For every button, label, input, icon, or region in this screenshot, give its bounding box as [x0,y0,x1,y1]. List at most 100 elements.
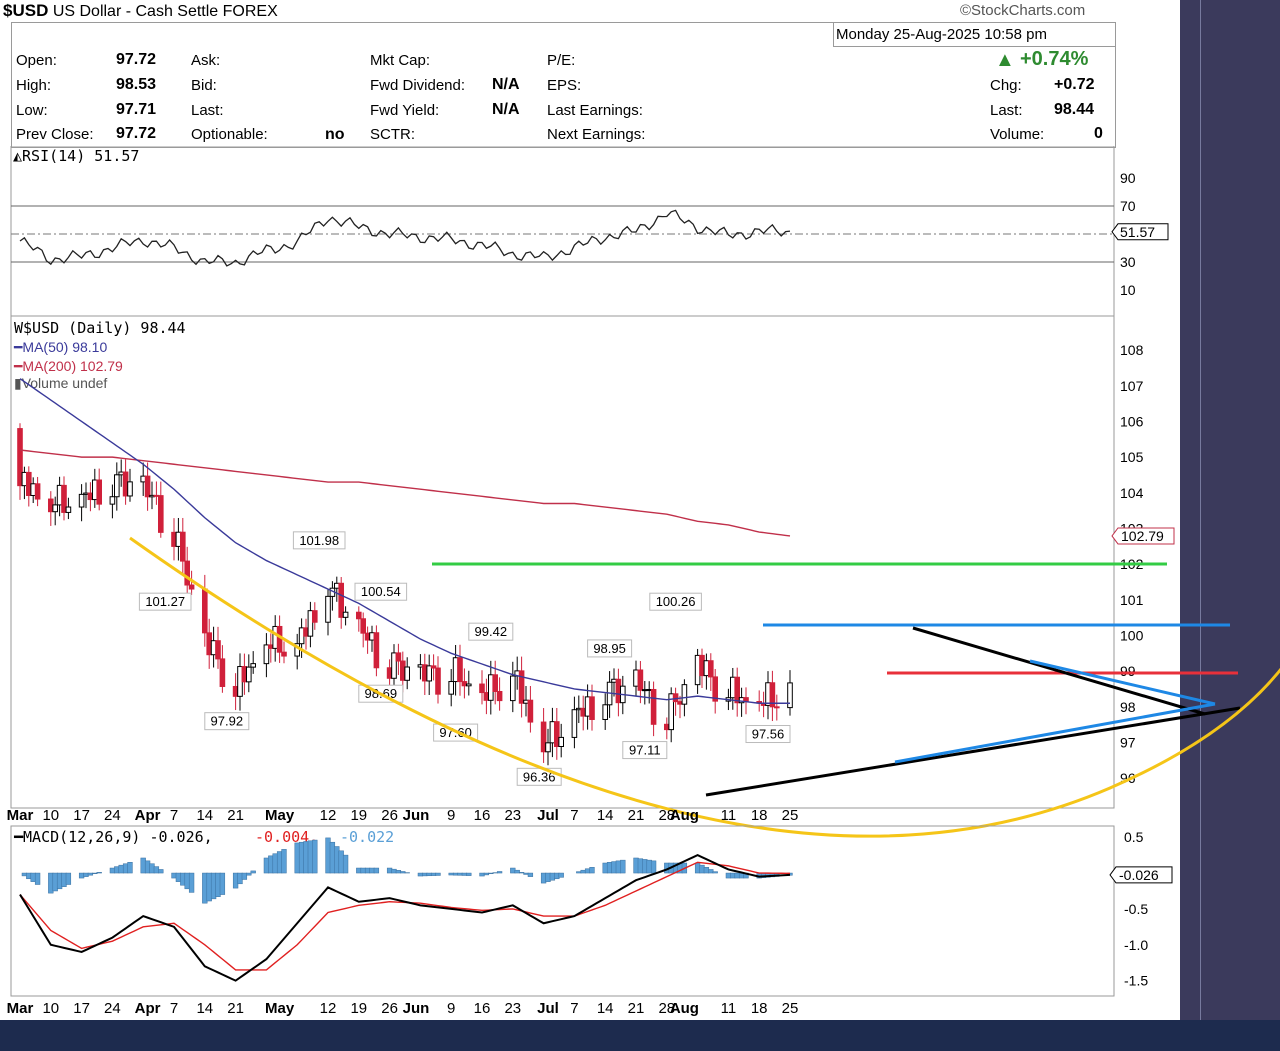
price-annotation-box [622,741,668,760]
x-axis-label: 7 [570,1000,578,1017]
candle-body [109,496,116,505]
macd-histogram-bar [637,858,644,874]
x-axis-label: Apr [135,807,161,824]
candle-body [325,595,331,623]
x-axis-label: 14 [196,807,213,824]
macd-histogram-bar [65,872,72,885]
macd-histogram-bar [580,869,586,874]
price-annotation-box [745,725,791,744]
ma200-line [19,449,791,537]
macd-histogram-bar [725,872,732,879]
triangle-lower-line [705,706,1241,797]
macd-histogram-bar [237,872,243,885]
candle-body [114,474,120,498]
macd-histogram-bar [122,863,129,874]
macd-panel: ━MACD(12,26,9) -0.026, -0.004, -0.022 0.5 -0… [7,825,1173,1017]
price-annotation-label: 101.98 [299,533,339,548]
volume-label: Volume: [990,126,1045,143]
macd-histogram-bar [96,872,102,874]
macd-histogram-bar [144,860,151,874]
triangle-blue-upper [1029,659,1216,706]
rounding-bottom-arc [129,536,1280,838]
macd-current-label: -0.026 [1119,867,1159,883]
candle-body [430,665,437,669]
macd-tick-label: 0.5 [1124,829,1144,845]
macd-tick-label: -1.0 [1124,937,1148,953]
macd-histogram-bar [268,855,274,874]
candle-body [65,506,72,513]
candle-body [708,660,714,678]
price-annotation-label: 97.56 [752,727,785,742]
macd-histogram-bar [694,862,701,874]
candle-body [342,611,349,618]
rsi-title: ◭RSI(14) 51.57 [13,147,139,165]
x-axis-label: 26 [381,1000,398,1017]
date-box [833,22,1115,47]
macd-histogram-bar [584,868,591,874]
macd-histogram-bar [338,850,344,874]
candle-body [589,696,595,720]
x-axis-label: Jun [403,1000,430,1017]
high-value: 98.53 [116,76,157,93]
high-label: High: [16,77,52,94]
price-annotation-box [649,592,702,611]
price-annotation-label: 100.54 [361,584,401,599]
macd-histogram-bar [615,860,622,874]
ma200-value-box [1111,527,1175,545]
macd-histogram-bar [276,851,283,874]
next-earnings-label: Next Earnings: [547,126,646,143]
price-panel: 10810710610510410310210110099989796W$USD… [7,315,1280,838]
macd-histogram-bar [730,872,736,879]
candle-body [307,610,314,637]
quote-panel [11,22,1116,148]
macd-line [19,854,791,982]
macd-histogram-bar [153,866,160,874]
last-label: Last: [990,102,1023,119]
macd-histogram-bar [611,861,617,874]
macd-histogram-bar [606,862,613,874]
macd-histogram-bar [527,872,534,877]
x-axis-label: 7 [570,807,578,824]
macd-histogram-bar [61,872,67,887]
ask-label: Ask: [191,52,221,69]
x-axis-label: 25 [782,807,799,824]
price-annotation-label: 98.95 [593,641,626,656]
candle-body [650,688,657,725]
x-axis-label: Mar [7,807,34,824]
x-axis-label: 21 [227,1000,244,1017]
price-annotation-label: 96.36 [523,769,556,784]
candle-body [457,657,463,683]
macd-histogram-bar [188,872,195,893]
candle-body [510,675,516,702]
x-axis-label: 28 [658,807,675,824]
candle-body [602,704,609,720]
macd-histogram-bar [263,857,270,874]
x-axis-label: May [265,807,295,824]
candle-body [571,709,578,738]
macd-histogram-bar [294,842,300,874]
candle-body [395,652,402,662]
x-axis-label: 10 [42,807,59,824]
ma50-legend: ━MA(50) 98.10 [13,339,107,355]
exchange-label: FOREX [222,3,278,20]
macd-histogram-bar [219,872,226,895]
macd-histogram-bar [620,859,626,874]
last-earnings-label: Last Earnings: [547,102,643,119]
candle-body [17,428,23,487]
macd-histogram-bar [422,872,428,877]
candle-body [774,706,780,709]
candle-body [219,658,226,687]
macd-histogram-bar [642,859,648,874]
x-axis-label: 24 [104,1000,121,1017]
copyright-text: ©StockCharts.com [960,2,1086,19]
macd-histogram-bar [602,862,608,874]
x-axis-label: 16 [474,1000,491,1017]
macd-histogram-bar [554,872,560,880]
candle-body [668,693,675,731]
x-axis-label: 23 [504,1000,521,1017]
candle-body [734,676,741,704]
triangle-blue-lower [894,702,1216,764]
x-axis-label: 14 [597,1000,614,1017]
candle-body [672,693,679,703]
x-axis-label: 25 [782,1000,799,1017]
